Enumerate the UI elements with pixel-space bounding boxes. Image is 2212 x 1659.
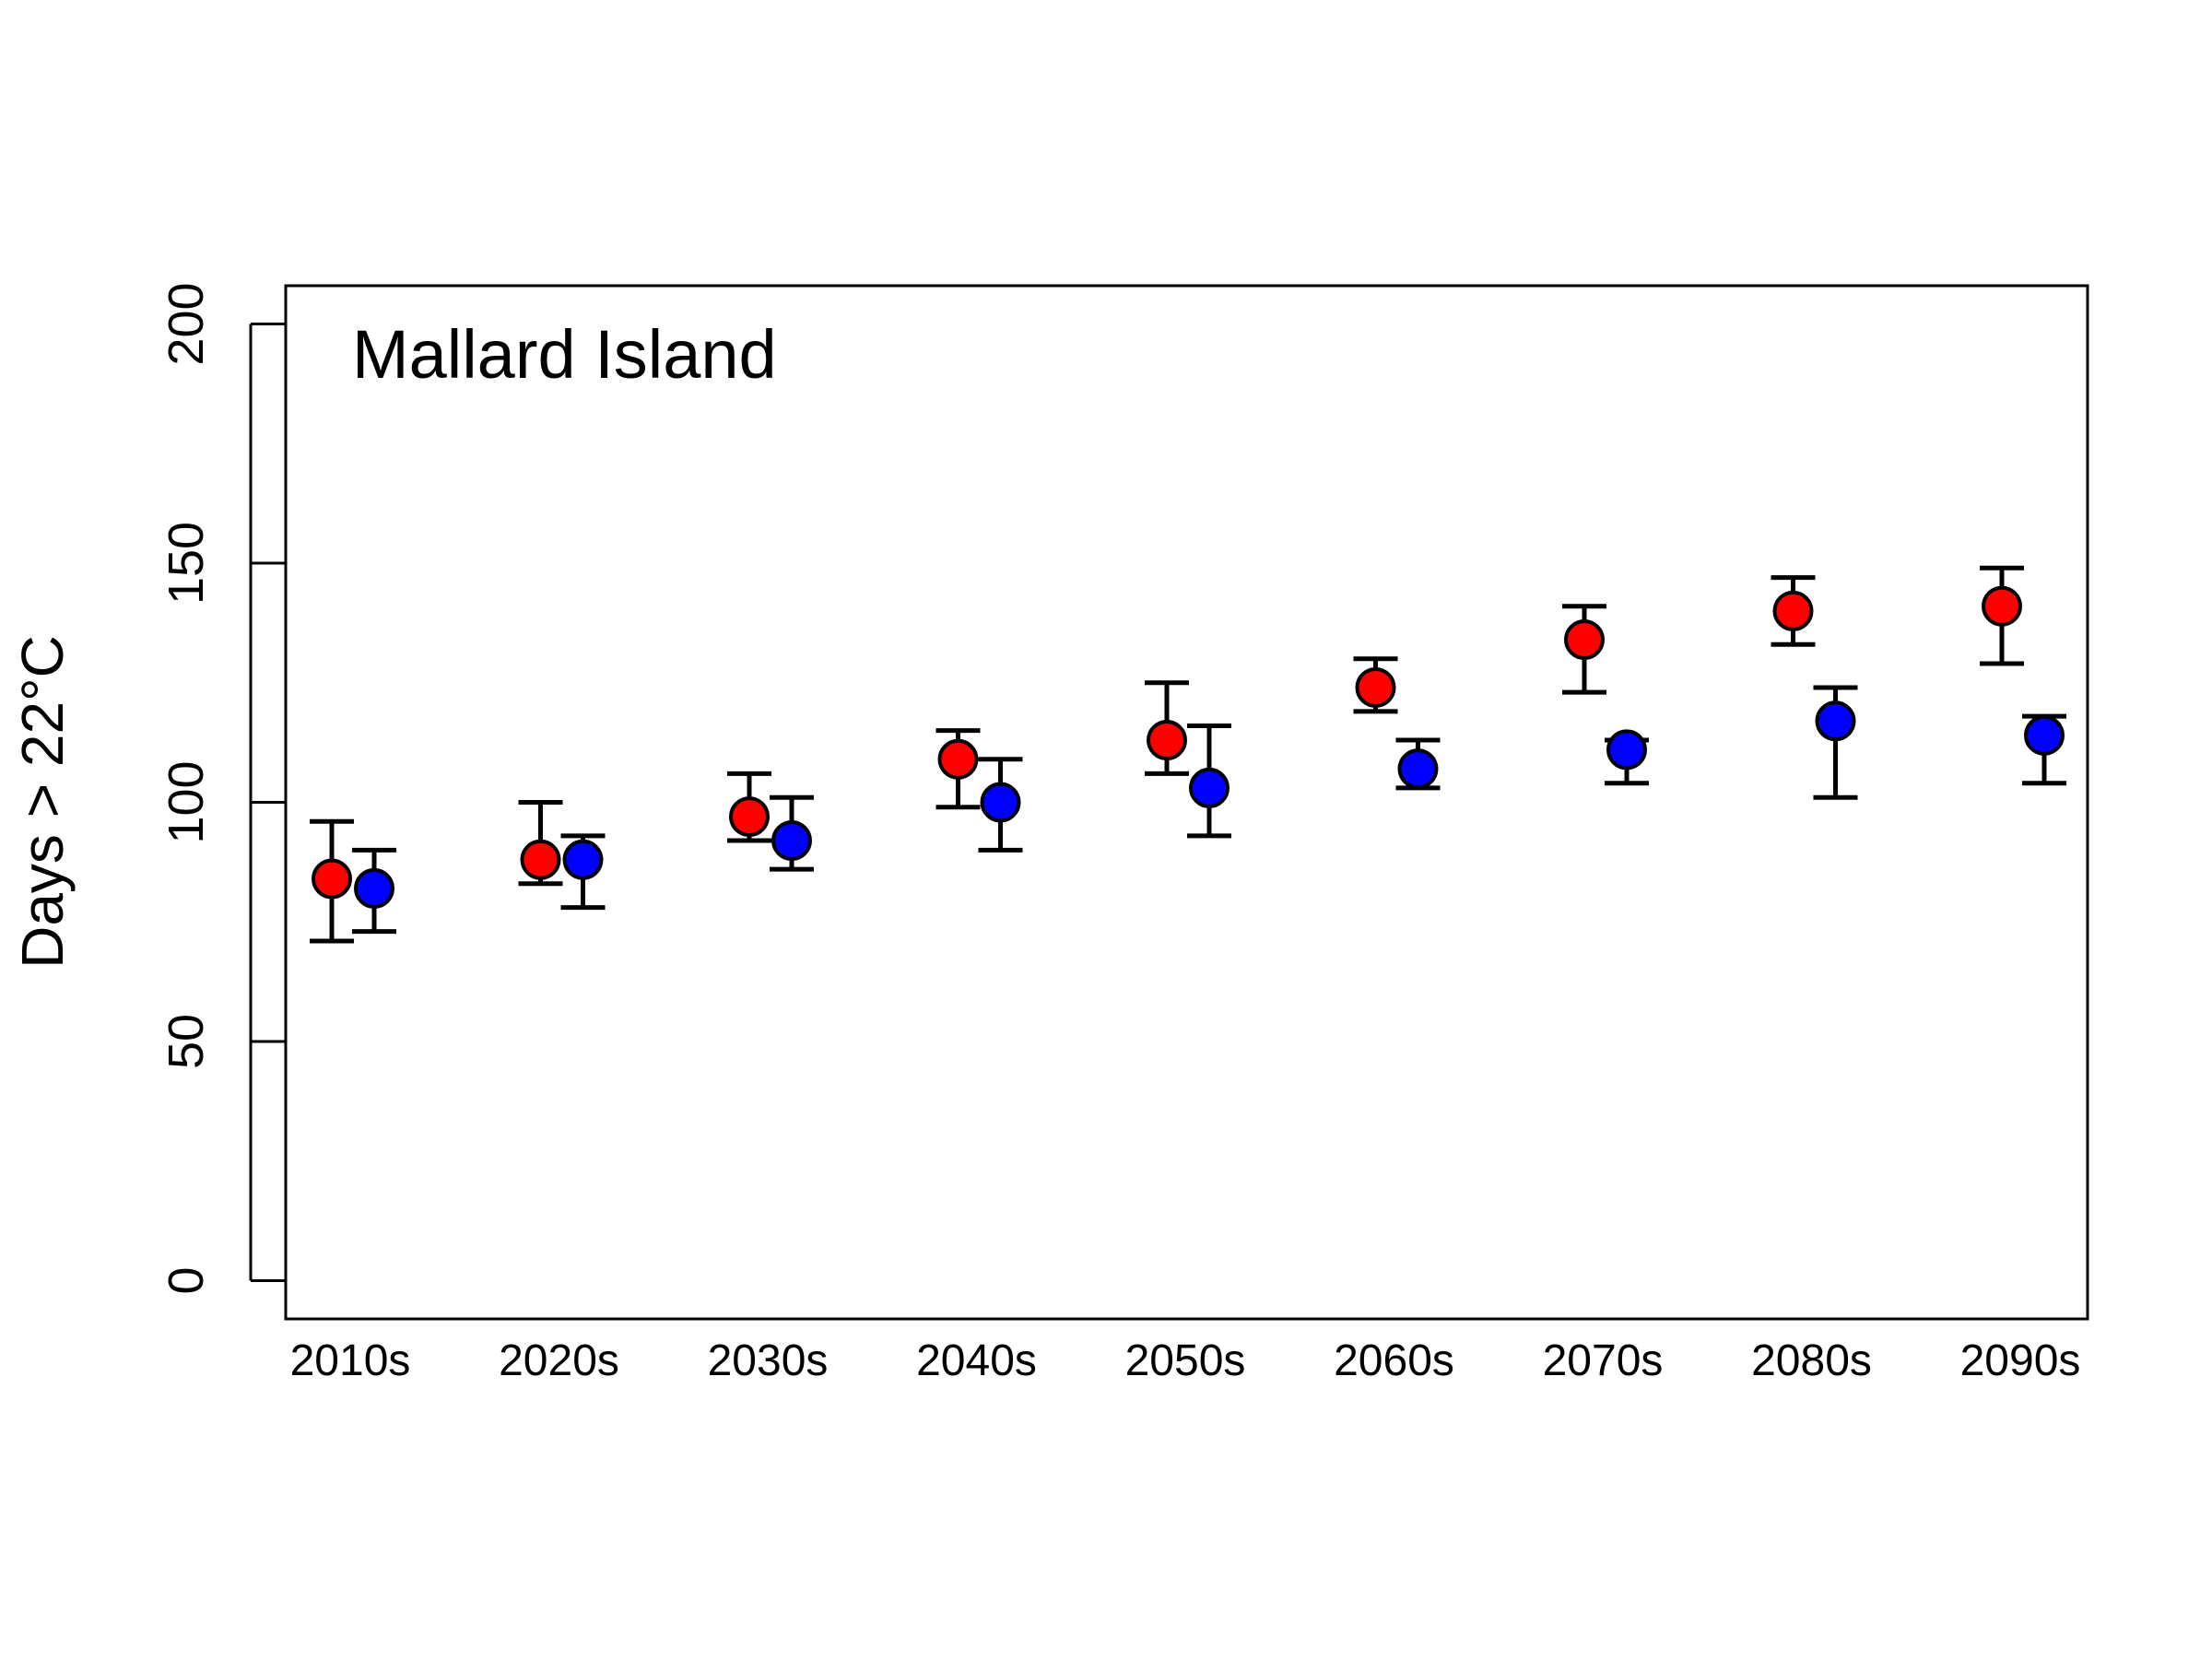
data-point (1815, 700, 1856, 742)
series-1 (352, 685, 2066, 935)
data-point (1606, 729, 1647, 771)
data-point (520, 839, 561, 880)
data-point (937, 738, 979, 780)
x-axis: 2010s 2020s 2030s 2040s 2050s 2060s 2070s 2080s… (290, 1336, 2081, 1385)
data-point (729, 796, 770, 838)
x-tick-label: 2080s (1751, 1336, 1872, 1385)
data-point (2024, 714, 2065, 756)
data-point (1397, 748, 1439, 790)
data-point (562, 839, 604, 880)
y-tick-label: 100 (159, 760, 214, 843)
data-point (1982, 585, 2022, 627)
chart-annotation: Mallard Island (352, 316, 777, 393)
y-tick-label: 0 (159, 1266, 214, 1294)
data-point (1772, 590, 1814, 631)
data-point (354, 867, 394, 909)
chart-marks (310, 565, 2066, 944)
data-point (1564, 619, 1605, 661)
x-tick-label: 2090s (1960, 1336, 2081, 1385)
x-tick-label: 2020s (499, 1336, 619, 1385)
data-point (1355, 666, 1396, 708)
x-tick-label: 2010s (290, 1336, 411, 1385)
data-point (312, 858, 352, 900)
y-axis: 0 50 100 150 200 (159, 282, 286, 1295)
x-tick-label: 2050s (1125, 1336, 1246, 1385)
series-0 (310, 565, 2024, 944)
y-tick-label: 150 (159, 522, 214, 605)
y-axis-title: Days > 22°C (9, 635, 76, 969)
x-tick-label: 2070s (1543, 1336, 1664, 1385)
x-tick-label: 2040s (916, 1336, 1037, 1385)
data-point (980, 782, 1021, 823)
x-tick-label: 2030s (708, 1336, 829, 1385)
data-point (1189, 767, 1230, 808)
x-tick-label: 2060s (1334, 1336, 1454, 1385)
y-tick-label: 200 (159, 282, 214, 365)
y-tick-label: 50 (159, 1014, 214, 1069)
data-point (771, 820, 812, 862)
data-point (1147, 720, 1187, 761)
